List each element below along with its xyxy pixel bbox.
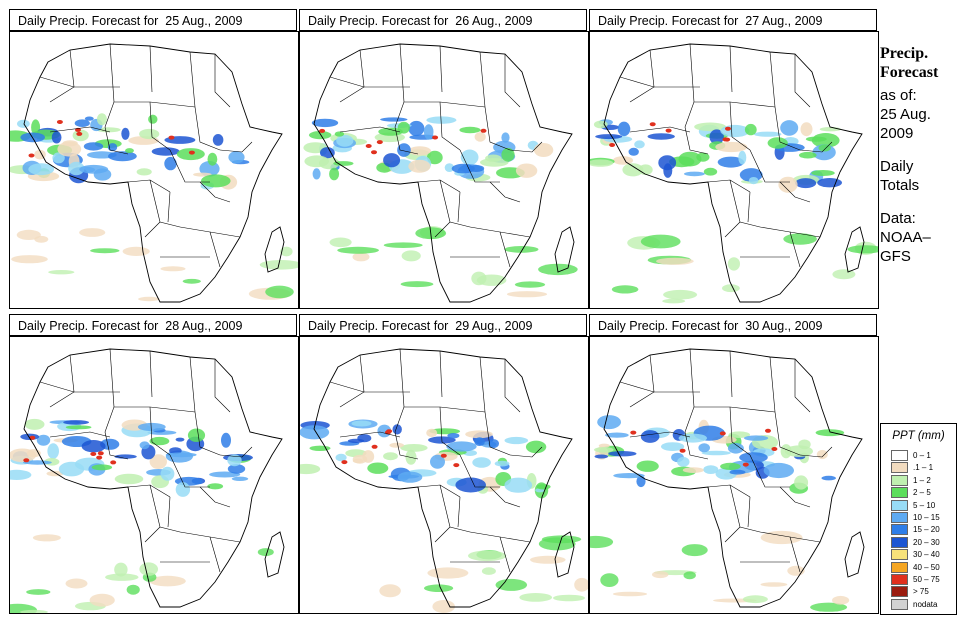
madagascar-outline (554, 226, 575, 273)
panel-title: Daily Precip. Forecast for 26 Aug., 2009 (299, 9, 587, 31)
legend-swatch (891, 462, 908, 474)
forecast-panel-2: Daily Precip. Forecast for 26 Aug., 2009 (299, 9, 589, 309)
forecast-panel-1: Daily Precip. Forecast for 25 Aug., 2009 (9, 9, 299, 309)
legend-swatch (891, 524, 908, 536)
legend-label: nodata (913, 599, 938, 609)
africa-coastline (23, 348, 283, 608)
heading-line-1: Precip. (880, 45, 929, 62)
info-panel: Precip. Forecast as of: 25 Aug. 2009 Dai… (880, 44, 964, 266)
legend-swatch (891, 561, 908, 573)
forecast-panel-4: Daily Precip. Forecast for 28 Aug., 2009 (9, 314, 299, 614)
africa-coastline (313, 348, 573, 608)
panel-title: Daily Precip. Forecast for 25 Aug., 2009 (9, 9, 297, 31)
forecast-panel-5: Daily Precip. Forecast for 29 Aug., 2009 (299, 314, 589, 614)
legend-swatch (891, 512, 908, 523)
legend-swatch (891, 499, 908, 511)
legend-label: 0 – 1 (913, 451, 931, 460)
madagascar-outline (264, 226, 285, 273)
legend-label: .1 – 1 (913, 463, 934, 473)
country-borders (619, 348, 833, 573)
country-borders (619, 43, 833, 268)
rain-cells (303, 116, 578, 298)
legend-label: 30 – 40 (913, 550, 940, 560)
panel-title: Daily Precip. Forecast for 28 Aug., 2009 (9, 314, 297, 336)
madagascar-outline (554, 531, 575, 578)
legend-label: 2 – 5 (913, 488, 931, 498)
heading-line-2: Forecast (880, 64, 939, 81)
source-line-2: NOAA– (880, 229, 931, 246)
madagascar-outline (264, 531, 285, 578)
legend-title: PPT (mm) (892, 430, 945, 442)
legend-label: 50 – 75 (913, 575, 940, 584)
precip-map (9, 336, 299, 614)
africa-coastline (313, 43, 573, 303)
rain-cells (10, 418, 274, 613)
legend-swatch (891, 487, 908, 499)
totals-line-2: Totals (880, 177, 920, 194)
legend-swatch (891, 474, 908, 486)
legend-label: > 75 (913, 587, 929, 597)
madagascar-outline (844, 226, 865, 273)
africa-coastline (603, 348, 863, 608)
country-borders (329, 348, 543, 573)
rain-cells (590, 119, 878, 304)
legend-label: 15 – 20 (913, 525, 940, 535)
legend-swatch (891, 536, 908, 548)
precip-map (589, 31, 879, 309)
legend-label: 40 – 50 (913, 562, 940, 572)
source-line-3: GFS (880, 248, 911, 265)
asof-date: 25 Aug. (880, 106, 931, 123)
legend-label: 5 – 10 (913, 500, 936, 510)
rain-cells (10, 113, 298, 302)
precip-map (299, 336, 589, 614)
asof-label: as of: (880, 87, 917, 104)
legend-swatch (891, 574, 908, 585)
rain-cells (590, 415, 850, 612)
precip-map (589, 336, 879, 614)
legend-label: 20 – 30 (913, 537, 940, 547)
source-line-1: Data: (880, 210, 916, 227)
panel-title: Daily Precip. Forecast for 30 Aug., 2009 (589, 314, 877, 336)
country-borders (39, 348, 253, 573)
legend-swatch (891, 586, 908, 598)
panel-title: Daily Precip. Forecast for 29 Aug., 2009 (299, 314, 587, 336)
panel-title: Daily Precip. Forecast for 27 Aug., 2009 (589, 9, 877, 31)
africa-coastline (23, 43, 283, 303)
forecast-panel-3: Daily Precip. Forecast for 27 Aug., 2009 (589, 9, 879, 309)
legend-label: 10 – 15 (913, 513, 940, 522)
africa-coastline (603, 43, 863, 303)
precip-map (9, 31, 299, 309)
legend-swatch (891, 549, 908, 561)
precip-map (299, 31, 589, 309)
country-borders (39, 43, 253, 268)
country-borders (329, 43, 543, 268)
legend-swatch (891, 450, 908, 461)
legend-swatch (891, 598, 908, 610)
legend: PPT (mm) 0 – 1 .1 – 1 1 – 2 2 – 5 5 – 10 10 –… (880, 423, 957, 615)
madagascar-outline (844, 531, 865, 578)
totals-line-1: Daily (880, 158, 914, 175)
legend-label: 1 – 2 (913, 475, 931, 485)
rain-cells (300, 419, 588, 613)
forecast-panel-6: Daily Precip. Forecast for 30 Aug., 2009 (589, 314, 879, 614)
asof-year: 2009 (880, 125, 914, 142)
